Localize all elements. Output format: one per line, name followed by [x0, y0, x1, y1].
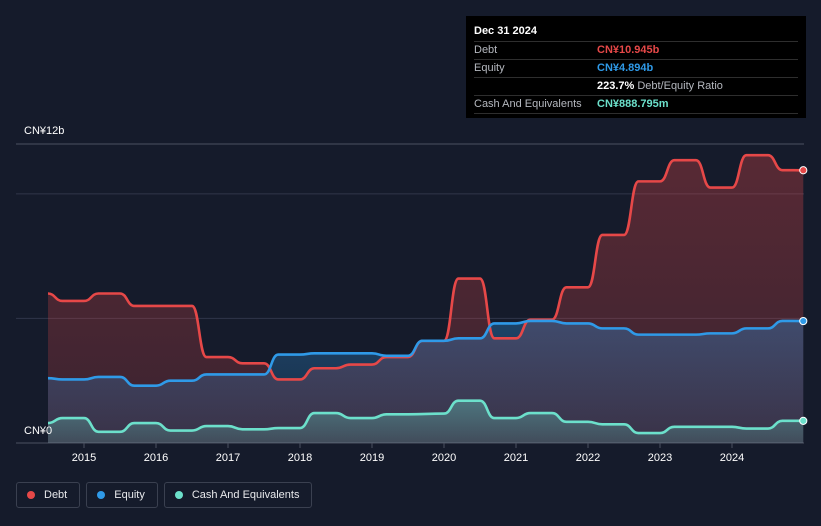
legend-item-equity[interactable]: Equity [86, 482, 158, 508]
tooltip-row-debt: Debt CN¥10.945b [474, 42, 798, 60]
legend-item-debt[interactable]: Debt [16, 482, 81, 508]
legend-item-cash[interactable]: Cash And Equivalents [163, 482, 313, 508]
x-tick-label-2021: 2021 [504, 452, 528, 464]
x-axis-ticks: 2015 2016 2017 2018 2019 2020 2021 2022 2023 2024 [72, 443, 744, 464]
data-tooltip: Dec 31 2024 Debt CN¥10.945b Equity CN¥4.… [466, 16, 806, 118]
tooltip-row-cash: Cash And Equivalents CN¥888.795m [474, 96, 798, 114]
tooltip-ratio-spacer [474, 78, 597, 95]
legend-cash-label: Cash And Equivalents [191, 489, 300, 501]
x-tick-label-2020: 2020 [432, 452, 456, 464]
legend-equity-label: Equity [114, 489, 145, 501]
x-tick-label-2016: 2016 [144, 452, 168, 464]
x-tick-label-2017: 2017 [216, 452, 240, 464]
legend-debt-dot-icon [27, 491, 35, 499]
legend-cash-dot-icon [174, 491, 183, 499]
x-tick-label-2019: 2019 [360, 452, 384, 464]
debt-end-marker [799, 166, 808, 175]
legend-equity-dot-icon [97, 491, 106, 499]
tooltip-ratio-label: Debt/Equity Ratio [637, 80, 723, 92]
x-tick-label-2015: 2015 [72, 452, 96, 464]
tooltip-row-ratio: 223.7% Debt/Equity Ratio [474, 78, 798, 96]
tooltip-date: Dec 31 2024 [474, 24, 798, 42]
tooltip-cash-value: CN¥888.795m [597, 98, 669, 110]
series-areas [48, 155, 804, 443]
series-lines [47, 153, 804, 435]
x-tick-label-2018: 2018 [288, 452, 312, 464]
y-axis-top-label: CN¥12b [24, 125, 65, 137]
cash-line [47, 399, 804, 435]
tooltip-row-equity: Equity CN¥4.894b [474, 60, 798, 78]
equity-end-marker [799, 316, 808, 326]
tooltip-equity-value: CN¥4.894b [597, 62, 654, 74]
tooltip-debt-value: CN¥10.945b [597, 44, 660, 56]
chart-legend: Debt Equity Cash And Equivalents [16, 482, 313, 508]
legend-debt-label: Debt [44, 489, 68, 501]
tooltip-cash-label: Cash And Equivalents [474, 98, 582, 110]
cash-end-marker [799, 416, 808, 425]
tooltip-debt-label: Debt [474, 44, 498, 56]
equity-line [47, 319, 804, 387]
x-tick-label-2022: 2022 [576, 452, 600, 464]
x-tick-label-2024: 2024 [720, 452, 744, 464]
tooltip-equity-label: Equity [474, 62, 505, 74]
series-end-markers [799, 166, 808, 425]
y-axis-bottom-label: CN¥0 [24, 425, 53, 437]
cash-area [48, 400, 804, 443]
x-tick-label-2023: 2023 [648, 452, 672, 464]
equity-area [48, 320, 804, 443]
tooltip-ratio-value: 223.7% [597, 80, 635, 92]
